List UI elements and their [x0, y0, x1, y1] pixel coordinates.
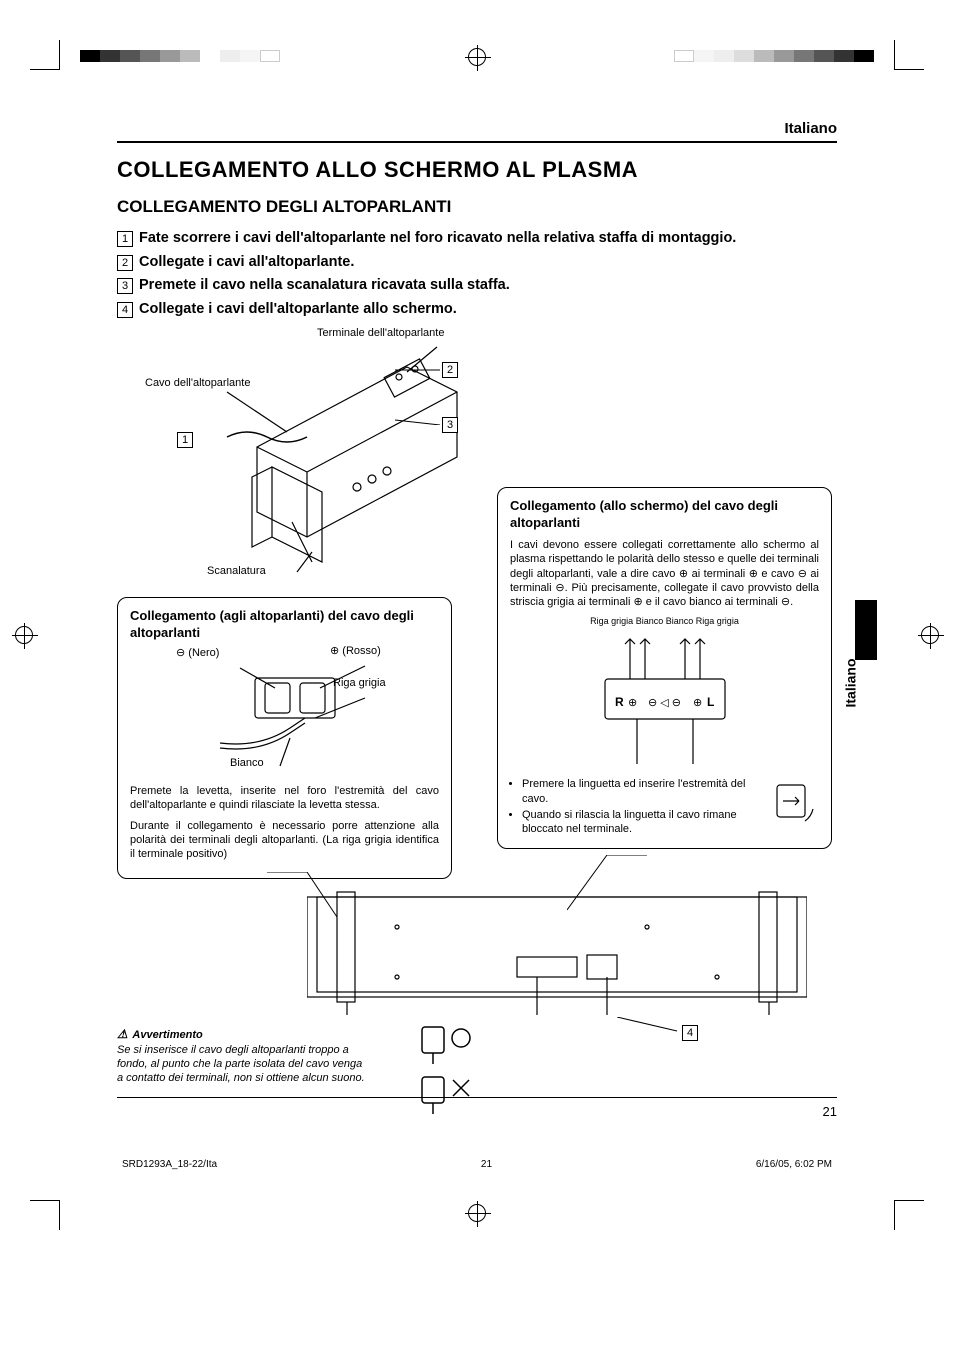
color-bar-left	[80, 50, 280, 62]
step-num-1: 1	[117, 231, 133, 247]
bullet-1: Premere la linguetta ed inserire l'estre…	[522, 777, 761, 806]
right-box-title: Collegamento (allo schermo) del cavo deg…	[510, 498, 819, 532]
step-4: Collegate i cavi dell'altoparlante allo …	[139, 300, 837, 320]
label-groove: Scanalatura	[207, 565, 266, 577]
callout-4: 4	[682, 1025, 698, 1041]
leader-4	[617, 1017, 682, 1035]
step-2: Collegate i cavi all'altoparlante.	[139, 253, 837, 273]
side-label: Italiano	[842, 658, 858, 707]
bullet-2: Quando si rilascia la linguetta il cavo …	[522, 808, 761, 837]
right-box-p1: I cavi devono essere collegati correttam…	[510, 538, 819, 609]
terminal-detail-illustration	[170, 648, 400, 778]
footer-file: SRD1293A_18-22/Ita	[122, 1159, 217, 1170]
label-speaker-terminal: Terminale dell'altoparlante	[317, 327, 444, 339]
warning-title: Avvertimento	[132, 1029, 202, 1041]
step-num-3: 3	[117, 278, 133, 294]
screen-rear-illustration	[307, 887, 807, 1017]
step-3: Premete il cavo nella scanalatura ricava…	[139, 276, 837, 296]
color-bar-right	[674, 50, 874, 62]
left-box-p2: Durante il collegamento è necessario por…	[130, 819, 439, 862]
left-box-title: Collegamento (agli altoparlanti) del cav…	[130, 608, 439, 642]
side-tab	[855, 600, 877, 660]
left-box-p1: Premete la levetta, inserite nel foro l'…	[130, 784, 439, 813]
step-num-2: 2	[117, 255, 133, 271]
right-info-box: Collegamento (allo schermo) del cavo deg…	[497, 487, 832, 849]
label-rosso: (Rosso)	[342, 645, 381, 657]
warning-body: Se si inserisce il cavo degli altoparlan…	[117, 1043, 367, 1086]
tab-press-icon	[769, 777, 819, 832]
right-box-bullets: Premere la linguetta ed inserire l'estre…	[510, 777, 761, 838]
sub-title: COLLEGAMENTO DEGLI ALTOPARLANTI	[117, 197, 837, 217]
top-labels: Riga grigia Bianco Bianco Riga grigia	[510, 616, 819, 628]
svg-text:R: R	[615, 695, 624, 709]
step-num-4: 4	[117, 302, 133, 318]
page-footer: 21	[117, 1097, 837, 1119]
svg-text:L: L	[707, 695, 714, 709]
language-header: Italiano	[117, 120, 837, 143]
footer-page: 21	[481, 1159, 492, 1170]
label-bianco: Bianco	[230, 756, 264, 770]
svg-text:⊕: ⊕	[693, 697, 702, 709]
page-content: Italiano COLLEGAMENTO ALLO SCHERMO AL PL…	[117, 120, 837, 1170]
steps-list: 1 Fate scorrere i cavi dell'altoparlante …	[117, 229, 837, 319]
label-speaker-cable: Cavo dell'altoparlante	[145, 377, 250, 389]
label-riga-grigia: Riga grigia	[333, 676, 386, 690]
page-number: 21	[823, 1104, 837, 1119]
screen-terminal-illustration: R L ⊖ ◁ ⊖ ⊕ ⊕	[575, 629, 755, 769]
callout-1: 1	[177, 432, 193, 448]
diagram-zone: Terminale dell'altoparlante Cavo dell'al…	[117, 327, 837, 1087]
main-title: COLLEGAMENTO ALLO SCHERMO AL PLASMA	[117, 157, 837, 183]
svg-text:⊕: ⊕	[628, 697, 637, 709]
good-bad-icons	[417, 1022, 477, 1122]
warning-icon: ⚠	[117, 1027, 128, 1043]
label-nero: (Nero)	[188, 647, 219, 659]
meta-line: SRD1293A_18-22/Ita 21 6/16/05, 6:02 PM	[117, 1159, 837, 1170]
step-1: Fate scorrere i cavi dell'altoparlante n…	[139, 229, 837, 249]
left-info-box: Collegamento (agli altoparlanti) del cav…	[117, 597, 452, 878]
svg-text:⊖ ◁ ⊖: ⊖ ◁ ⊖	[648, 697, 681, 709]
warning-block: ⚠ Avvertimento Se si inserisce il cavo d…	[117, 1027, 367, 1085]
leader-lines-23	[395, 365, 445, 425]
footer-date: 6/16/05, 6:02 PM	[756, 1159, 832, 1170]
